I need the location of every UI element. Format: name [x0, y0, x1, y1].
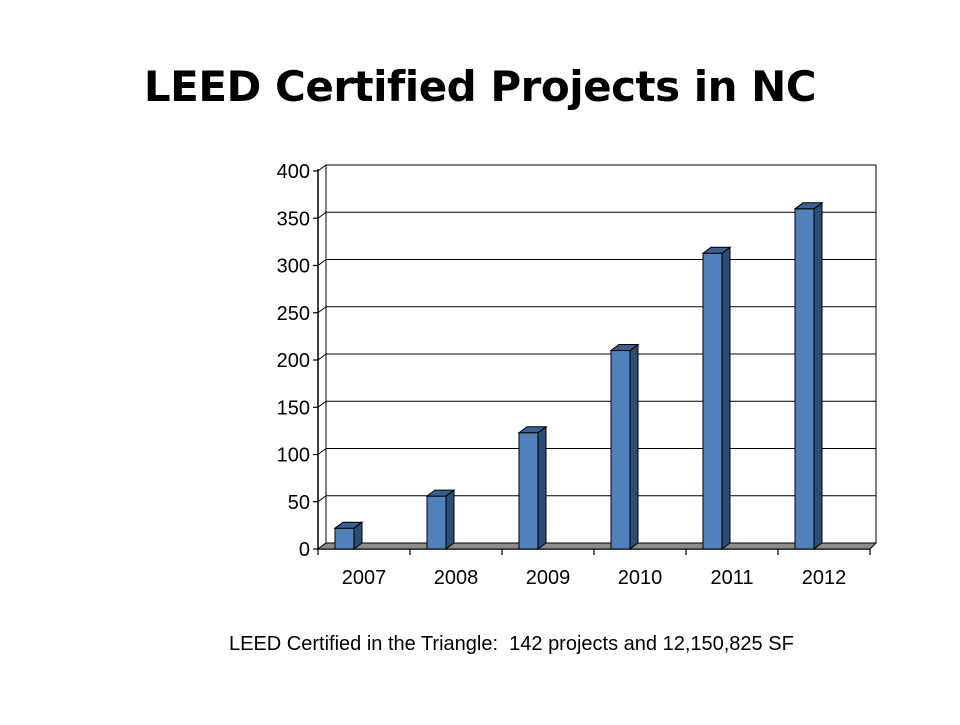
bar-front	[794, 208, 815, 550]
bar-front	[702, 252, 723, 550]
bar	[609, 343, 640, 550]
y-tick-label: 0	[299, 539, 310, 561]
bar-top	[609, 344, 640, 352]
slide-title: LEED Certified Projects in NC	[143, 62, 817, 111]
bar-front	[610, 350, 631, 550]
bar-side	[445, 489, 455, 550]
gridline-diagonal	[317, 353, 327, 361]
gridline-diagonal	[317, 495, 327, 503]
x-tick-labels: 2007 2008 2009 2010 2011 2012	[342, 567, 847, 589]
y-tick-label: 250	[277, 303, 310, 325]
bar-side	[629, 343, 639, 550]
gridline-diagonal	[317, 306, 327, 314]
chart-floor	[316, 542, 878, 550]
chart-floor-top	[316, 542, 878, 550]
bar-top	[701, 246, 732, 254]
x-tick-label: 2008	[434, 567, 479, 589]
bar-side	[537, 425, 547, 550]
gridline-diagonal	[317, 211, 327, 219]
bar-top	[793, 202, 824, 210]
y-tick-label: 400	[277, 161, 310, 183]
gridline-diagonal	[317, 448, 327, 455]
y-tick-label: 200	[277, 350, 310, 372]
gridline-diagonal	[317, 259, 327, 266]
axes	[313, 169, 871, 555]
bar-front	[334, 527, 355, 550]
bar-front	[426, 495, 447, 550]
x-tick-label: 2012	[802, 567, 847, 589]
bar-side	[813, 201, 823, 550]
x-tick-label: 2007	[342, 567, 387, 589]
y-tick-label: 100	[277, 445, 310, 467]
bar-top	[333, 521, 364, 529]
bar	[793, 201, 824, 550]
bar	[701, 246, 732, 550]
x-tick-label: 2009	[526, 567, 571, 589]
bar-top	[517, 426, 548, 434]
bar	[425, 489, 456, 550]
bar	[517, 425, 548, 550]
gridline-diagonal	[317, 400, 327, 408]
x-tick-label: 2011	[710, 567, 753, 589]
gridline-diagonal	[317, 164, 327, 172]
bar-front	[518, 432, 539, 550]
y-tick-label: 300	[277, 256, 310, 278]
y-tick-label: 350	[277, 208, 310, 230]
y-tick-label: 150	[277, 397, 310, 419]
bar	[333, 521, 364, 550]
x-tick-label: 2010	[618, 567, 663, 589]
chart-caption: LEED Certified in the Triangle: 142 proj…	[229, 633, 794, 655]
bar-top	[425, 489, 456, 497]
gridlines	[317, 164, 877, 550]
y-tick-label: 50	[288, 492, 310, 514]
bar-side	[721, 246, 731, 550]
bars	[333, 201, 824, 550]
y-tick-labels: 0 50 100 150 200 250 300 350 400	[277, 161, 310, 561]
